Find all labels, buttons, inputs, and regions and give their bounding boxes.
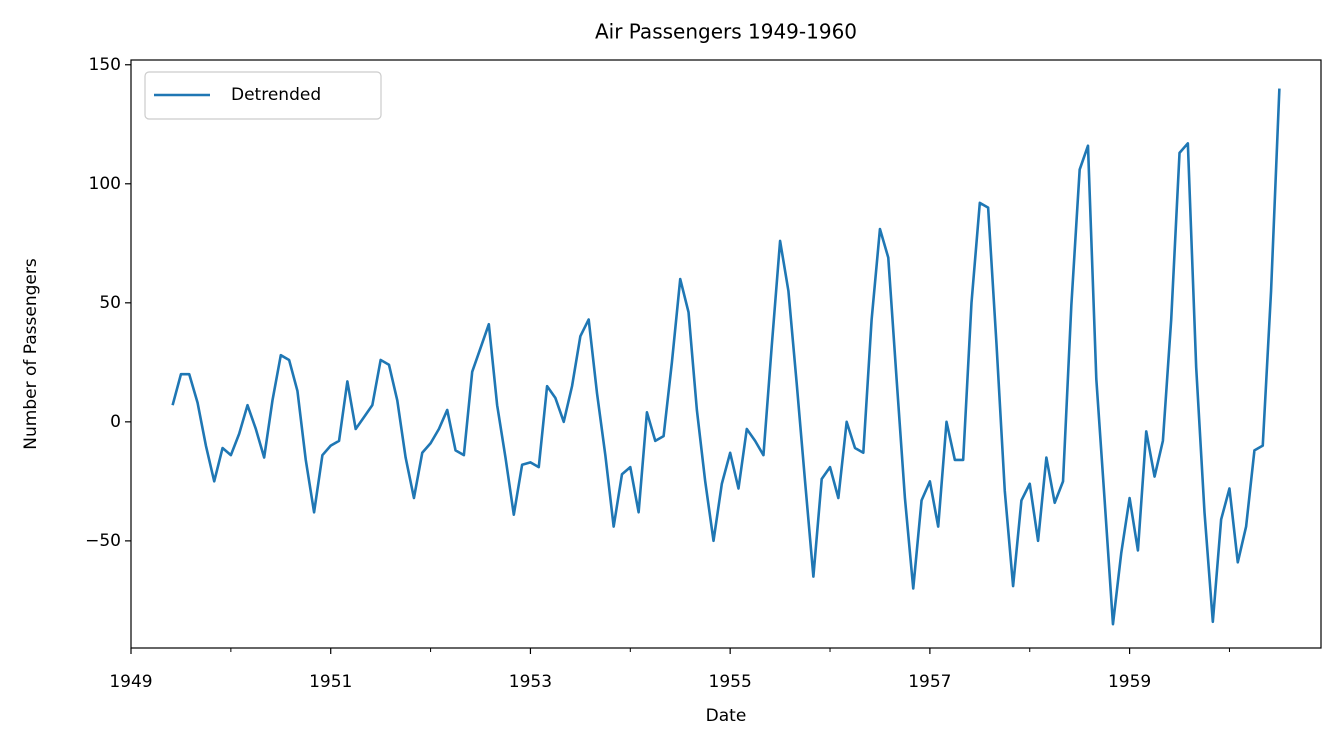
x-tick-label: 1955 (709, 672, 752, 692)
legend-label: Detrended (231, 85, 321, 105)
y-tick-label: 150 (89, 55, 121, 75)
y-tick-label: 100 (89, 174, 121, 194)
chart-title: Air Passengers 1949-1960 (595, 20, 857, 44)
y-tick-label: 50 (99, 293, 121, 313)
data-line (171, 88, 1281, 626)
y-tick-label: −50 (85, 531, 121, 551)
x-tick-label: 1959 (1108, 672, 1151, 692)
y-axis-label: Number of Passengers (21, 258, 41, 450)
legend-box (144, 71, 382, 120)
x-axis-label: Date (706, 706, 747, 726)
x-tick-label: 1951 (309, 672, 352, 692)
x-tick-label: 1949 (109, 672, 152, 692)
y-tick-label: 0 (110, 412, 121, 432)
plot-frame (130, 59, 1322, 649)
x-tick-label: 1957 (908, 672, 951, 692)
x-tick-label: 1953 (509, 672, 552, 692)
